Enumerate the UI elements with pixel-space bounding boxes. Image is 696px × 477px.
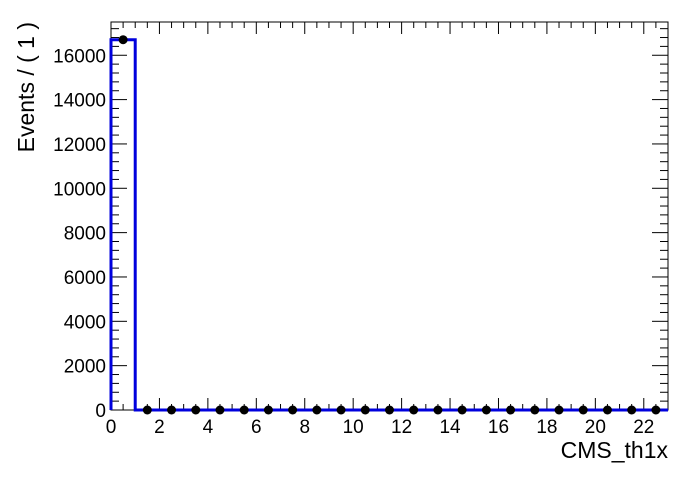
x-tick-label: 4 — [203, 417, 214, 438]
data-point — [288, 405, 298, 415]
data-point — [506, 405, 516, 415]
x-axis-title: CMS_th1x — [561, 437, 669, 463]
data-point — [651, 405, 661, 415]
data-point — [409, 405, 419, 415]
data-point — [336, 405, 346, 415]
data-point — [578, 405, 588, 415]
data-point — [481, 405, 491, 415]
x-tick-label: 16 — [488, 417, 509, 438]
y-axis-title: Events / ( 1 ) — [13, 22, 39, 152]
x-tick-label: 2 — [154, 417, 165, 438]
x-tick-label: 18 — [536, 417, 557, 438]
histogram-curve — [109, 38, 668, 412]
data-point — [433, 405, 443, 415]
x-tick-label: 14 — [439, 417, 461, 438]
x-tick-label: 0 — [106, 417, 117, 438]
data-point — [239, 405, 249, 415]
data-point — [312, 405, 322, 415]
y-tick-label: 2000 — [64, 357, 106, 378]
data-point — [263, 405, 273, 415]
data-point — [167, 405, 177, 415]
data-point — [602, 405, 612, 415]
data-point — [385, 405, 394, 415]
x-tick-label: 6 — [251, 417, 262, 438]
x-tick-label: 8 — [299, 417, 310, 438]
y-tick-label: 16000 — [53, 46, 106, 67]
x-tick-label: 12 — [391, 417, 412, 438]
data-point — [142, 405, 152, 415]
data-point — [627, 405, 637, 415]
y-tick-label: 10000 — [53, 179, 106, 200]
data-point — [554, 405, 564, 415]
data-point — [360, 405, 370, 415]
x-tick-label: 10 — [343, 417, 364, 438]
data-point — [191, 405, 201, 415]
data-point — [215, 405, 225, 415]
plot-frame — [110, 21, 669, 411]
y-tick-label: 6000 — [64, 268, 106, 289]
data-point — [530, 405, 540, 415]
y-tick-label: 4000 — [64, 312, 106, 333]
y-tick-label: 8000 — [64, 224, 106, 245]
data-point — [118, 35, 128, 45]
x-tick-label: 20 — [585, 417, 606, 438]
y-tick-label: 14000 — [53, 91, 106, 112]
y-tick-label: 12000 — [53, 135, 106, 156]
data-point — [457, 405, 467, 415]
y-tick-label: 0 — [95, 401, 106, 422]
x-tick-label: 22 — [633, 417, 654, 438]
